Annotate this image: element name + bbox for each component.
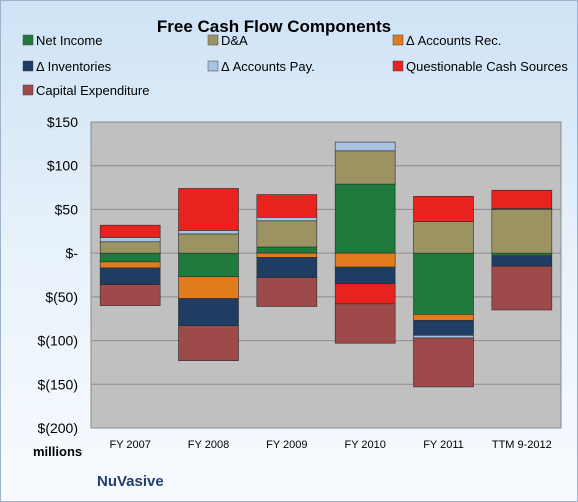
legend-label-d-a: D&A [221,33,248,48]
bar-segment-questionable-cash-sources [491,189,553,209]
bar-segment-questionable-cash-sources [413,196,474,222]
bar-segment-accounts-rec [413,314,474,321]
x-category-label: FY 2009 [266,439,307,451]
bar-segment-net-income [413,252,474,315]
bar-segment-accounts-rec [334,252,396,268]
y-tick-label: $50 [55,201,79,217]
bar-segment-d-a [178,233,239,254]
legend-label-accounts-rec: Δ Accounts Rec. [406,33,501,48]
bar-segment-net-income [256,246,318,254]
bar-segment-capital-expenditure [413,337,474,388]
bar-segment-accounts-rec [99,261,161,269]
y-tick-label: $(100) [38,333,78,349]
legend-label-capital-expenditure: Capital Expenditure [36,83,149,98]
plot-area: $150 $100 $50 $- $(50) $(100) $(150) $(200) FY 2… [38,114,562,451]
bar-segment-accounts-pay [413,335,474,339]
bar-segment-d-a [334,150,396,185]
bar-segment-accounts-pay [178,230,239,235]
legend-swatch-accounts-pay [207,60,219,72]
legend-swatch-d-a [207,34,219,46]
legend-swatch-questionable-cash-sources [392,60,404,72]
bar-segment-net-income [178,252,239,278]
x-category-label: FY 2007 [109,439,150,451]
plot-background [90,121,562,429]
bar-segment-accounts-rec [256,252,318,258]
bar-segment-d-a [491,209,553,254]
unit-label: millions [33,444,82,459]
bar-segment-inventories [491,255,553,267]
bar-segment-capital-expenditure [491,265,553,311]
bar-segment-inventories [256,257,318,278]
legend: Net Income D&A Δ Accounts Rec. Δ Inventorie… [22,33,568,98]
bar-segment-net-income [99,252,161,263]
bar-segment-net-income [334,183,396,254]
x-category-label: TTM 9-2012 [492,439,552,451]
x-category-label: FY 2010 [344,439,385,451]
bar-segment-d-a [413,221,474,254]
bar-segment-accounts-pay [99,237,161,243]
company-label: NuVasive [97,473,164,490]
bar-segment-inventories [178,298,239,327]
legend-swatch-accounts-rec [392,34,404,46]
bar-segment-net-income [491,252,553,257]
bar-segment-accounts-pay [256,216,318,222]
bar-segment-capital-expenditure [334,303,396,344]
bar-segment-d-a [99,241,161,254]
bar-segment-questionable-cash-sources [256,194,318,218]
x-category-label: FY 2011 [423,439,464,451]
legend-swatch-capital-expenditure [22,84,34,96]
bar-segment-capital-expenditure [178,325,239,361]
y-tick-label: $150 [47,114,78,130]
bar-segment-questionable-cash-sources [334,283,396,305]
bar-segment-questionable-cash-sources [178,188,239,231]
bar-segment-capital-expenditure [256,277,318,307]
x-category-label: FY 2008 [188,439,229,451]
y-tick-label: $(200) [38,420,78,436]
legend-label-questionable-cash-sources: Questionable Cash Sources [406,59,568,74]
y-tick-label: $(150) [38,376,78,392]
y-tick-label: $100 [47,158,78,174]
legend-label-accounts-pay: Δ Accounts Pay. [221,59,315,74]
bar-segment-d-a [256,220,318,248]
legend-label-inventories: Δ Inventories [36,59,112,74]
legend-label-net-income: Net Income [36,33,102,48]
y-tick-label: $- [66,245,79,261]
bar-segment-inventories [99,267,161,285]
bar-segment-accounts-rec [178,276,239,299]
bar-segment-inventories [334,266,396,285]
bar-segment-questionable-cash-sources [99,224,161,238]
bar-segment-inventories [413,320,474,336]
y-tick-label: $(50) [45,289,78,305]
legend-swatch-net-income [22,34,34,46]
bar-segment-accounts-pay [334,141,396,152]
chart-title: Free Cash Flow Components [157,17,391,36]
legend-swatch-inventories [22,60,34,72]
bar-segment-capital-expenditure [99,284,161,306]
